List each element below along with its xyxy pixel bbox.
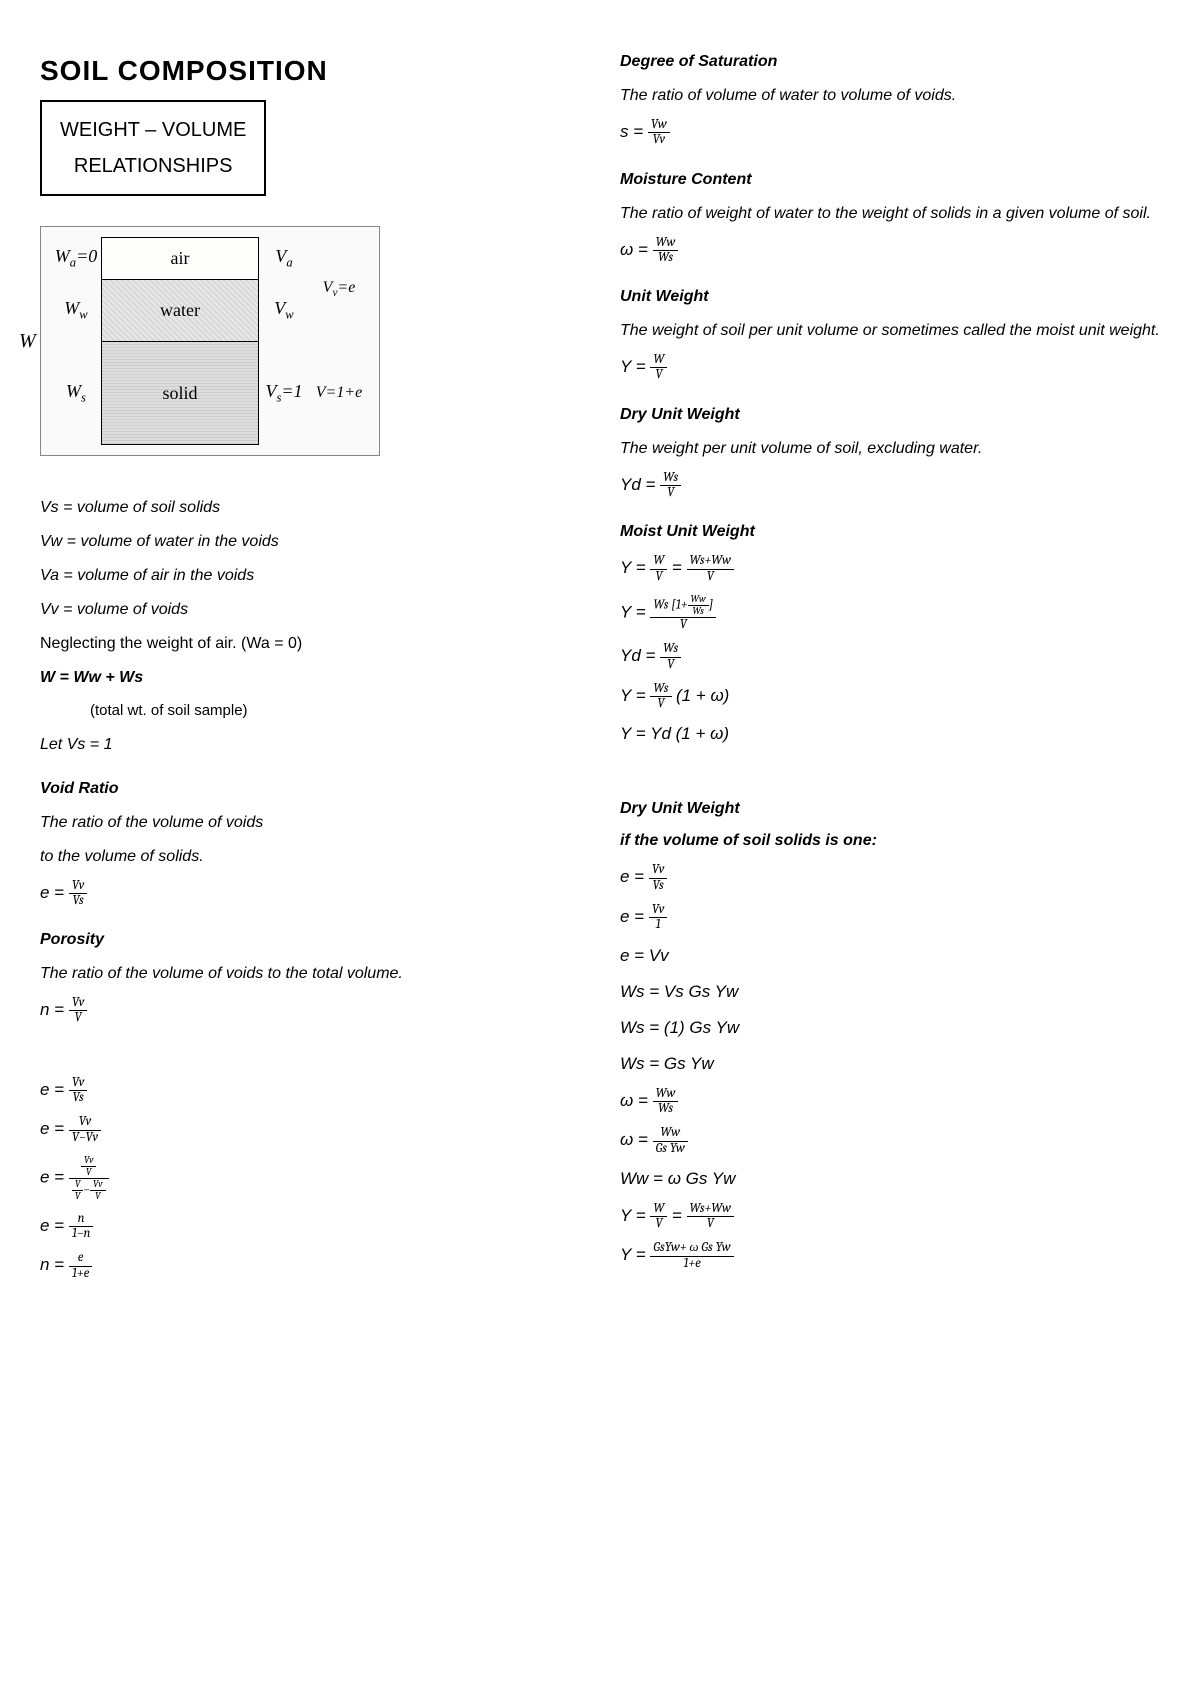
def-w-sum-note: (total wt. of soil sample)	[90, 700, 580, 723]
moist-unit-y1: Y = WV = Ws+WwV	[620, 554, 1160, 584]
right-column: Degree of Saturation The ratio of volume…	[620, 50, 1160, 1291]
porosity-e1: e = VvVs	[40, 1076, 580, 1106]
du2-e2: e = Vv1	[620, 903, 1160, 933]
porosity-e3: e = VvV VV−VvV	[40, 1155, 580, 1202]
diagram-Vtotal: V=1+e	[309, 341, 369, 445]
saturation-head: Degree of Saturation	[620, 50, 1160, 74]
porosity-desc: The ratio of the volume of voids to the …	[40, 962, 580, 986]
dry-unit2-cond: if the volume of soil solids is one:	[620, 829, 1160, 853]
du2-ww: Ww = ω Gs Yw	[620, 1166, 1160, 1192]
diagram-Ww: Ww	[51, 279, 101, 341]
void-ratio-eq: e = VvVs	[40, 879, 580, 909]
porosity-n2: n = e1+e	[40, 1251, 580, 1281]
diagram-air: air	[102, 238, 258, 280]
du2-y2: Y = GsYw+ ω Gs Yw1+e	[620, 1241, 1160, 1271]
diagram-Vv: Vv=e	[309, 237, 369, 341]
def-let-vs: Let Vs = 1	[40, 733, 580, 757]
du2-om1: ω = WwWs	[620, 1087, 1160, 1117]
moisture-eq: ω = WwWs	[620, 236, 1160, 266]
subtitle-line2: RELATIONSHIPS	[74, 155, 233, 177]
moist-unit-y4: Y = Yd (1 + ω)	[620, 721, 1160, 747]
diagram-Vs: Vs=1	[259, 341, 309, 445]
du2-ws2: Ws = (1) Gs Yw	[620, 1015, 1160, 1041]
dry-unit2-head: Dry Unit Weight	[620, 797, 1160, 821]
page-title: SOIL COMPOSITION	[40, 50, 580, 92]
moisture-desc: The ratio of weight of water to the weig…	[620, 202, 1160, 226]
du2-e3: e = Vv	[620, 943, 1160, 969]
def-vs: Vs = volume of soil solids	[40, 496, 580, 520]
phase-diagram: W Wa=0 Ww Ws air water solid Va Vw Vs=1	[40, 226, 380, 456]
diagram-Ws: Ws	[51, 341, 101, 445]
def-vv: Vv = volume of voids	[40, 598, 580, 622]
du2-om2: ω = WwGs Yw	[620, 1126, 1160, 1156]
void-ratio-desc1: The ratio of the volume of voids	[40, 811, 580, 835]
diagram-water: water	[102, 280, 258, 342]
void-ratio-head: Void Ratio	[40, 777, 580, 801]
diagram-Wa: Wa=0	[51, 237, 101, 279]
porosity-head: Porosity	[40, 928, 580, 952]
subtitle-line1: WEIGHT – VOLUME	[60, 119, 246, 141]
diagram-solid: solid	[102, 342, 258, 444]
moist-unit-head: Moist Unit Weight	[620, 520, 1160, 544]
du2-ws1: Ws = Vs Gs Yw	[620, 979, 1160, 1005]
unit-weight-eq: Y = WV	[620, 353, 1160, 383]
moist-unit-yd: Yd = WsV	[620, 642, 1160, 672]
void-ratio-desc2: to the volume of solids.	[40, 845, 580, 869]
porosity-e4: e = n1−n	[40, 1212, 580, 1242]
du2-e1: e = VvVs	[620, 863, 1160, 893]
def-vw: Vw = volume of water in the voids	[40, 530, 580, 554]
moist-unit-y2: Y = Ws [1+WwWs] V	[620, 594, 1160, 632]
def-va: Va = volume of air in the voids	[40, 564, 580, 588]
porosity-e2: e = VvV−Vv	[40, 1115, 580, 1145]
saturation-desc: The ratio of volume of water to volume o…	[620, 84, 1160, 108]
unit-weight-head: Unit Weight	[620, 285, 1160, 309]
unit-weight-desc: The weight of soil per unit volume or so…	[620, 319, 1160, 343]
dry-unit-desc: The weight per unit volume of soil, excl…	[620, 437, 1160, 461]
def-w-sum: W = Ww + Ws	[40, 666, 580, 690]
def-neglect: Neglecting the weight of air. (Wa = 0)	[40, 632, 580, 656]
diagram-Vw: Vw	[259, 279, 309, 341]
diagram-W: W	[19, 326, 36, 356]
du2-ws3: Ws = Gs Yw	[620, 1051, 1160, 1077]
moisture-head: Moisture Content	[620, 168, 1160, 192]
saturation-eq: s = VwVv	[620, 118, 1160, 148]
porosity-n: n = VvV	[40, 996, 580, 1026]
dry-unit-head: Dry Unit Weight	[620, 403, 1160, 427]
du2-y1: Y = WV = Ws+WwV	[620, 1202, 1160, 1232]
diagram-Va: Va	[259, 237, 309, 279]
moist-unit-y3: Y = WsV (1 + ω)	[620, 682, 1160, 712]
left-column: SOIL COMPOSITION WEIGHT – VOLUME RELATIO…	[40, 50, 580, 1291]
subtitle-box: WEIGHT – VOLUME RELATIONSHIPS	[40, 100, 266, 196]
dry-unit-eq: Yd = WsV	[620, 471, 1160, 501]
